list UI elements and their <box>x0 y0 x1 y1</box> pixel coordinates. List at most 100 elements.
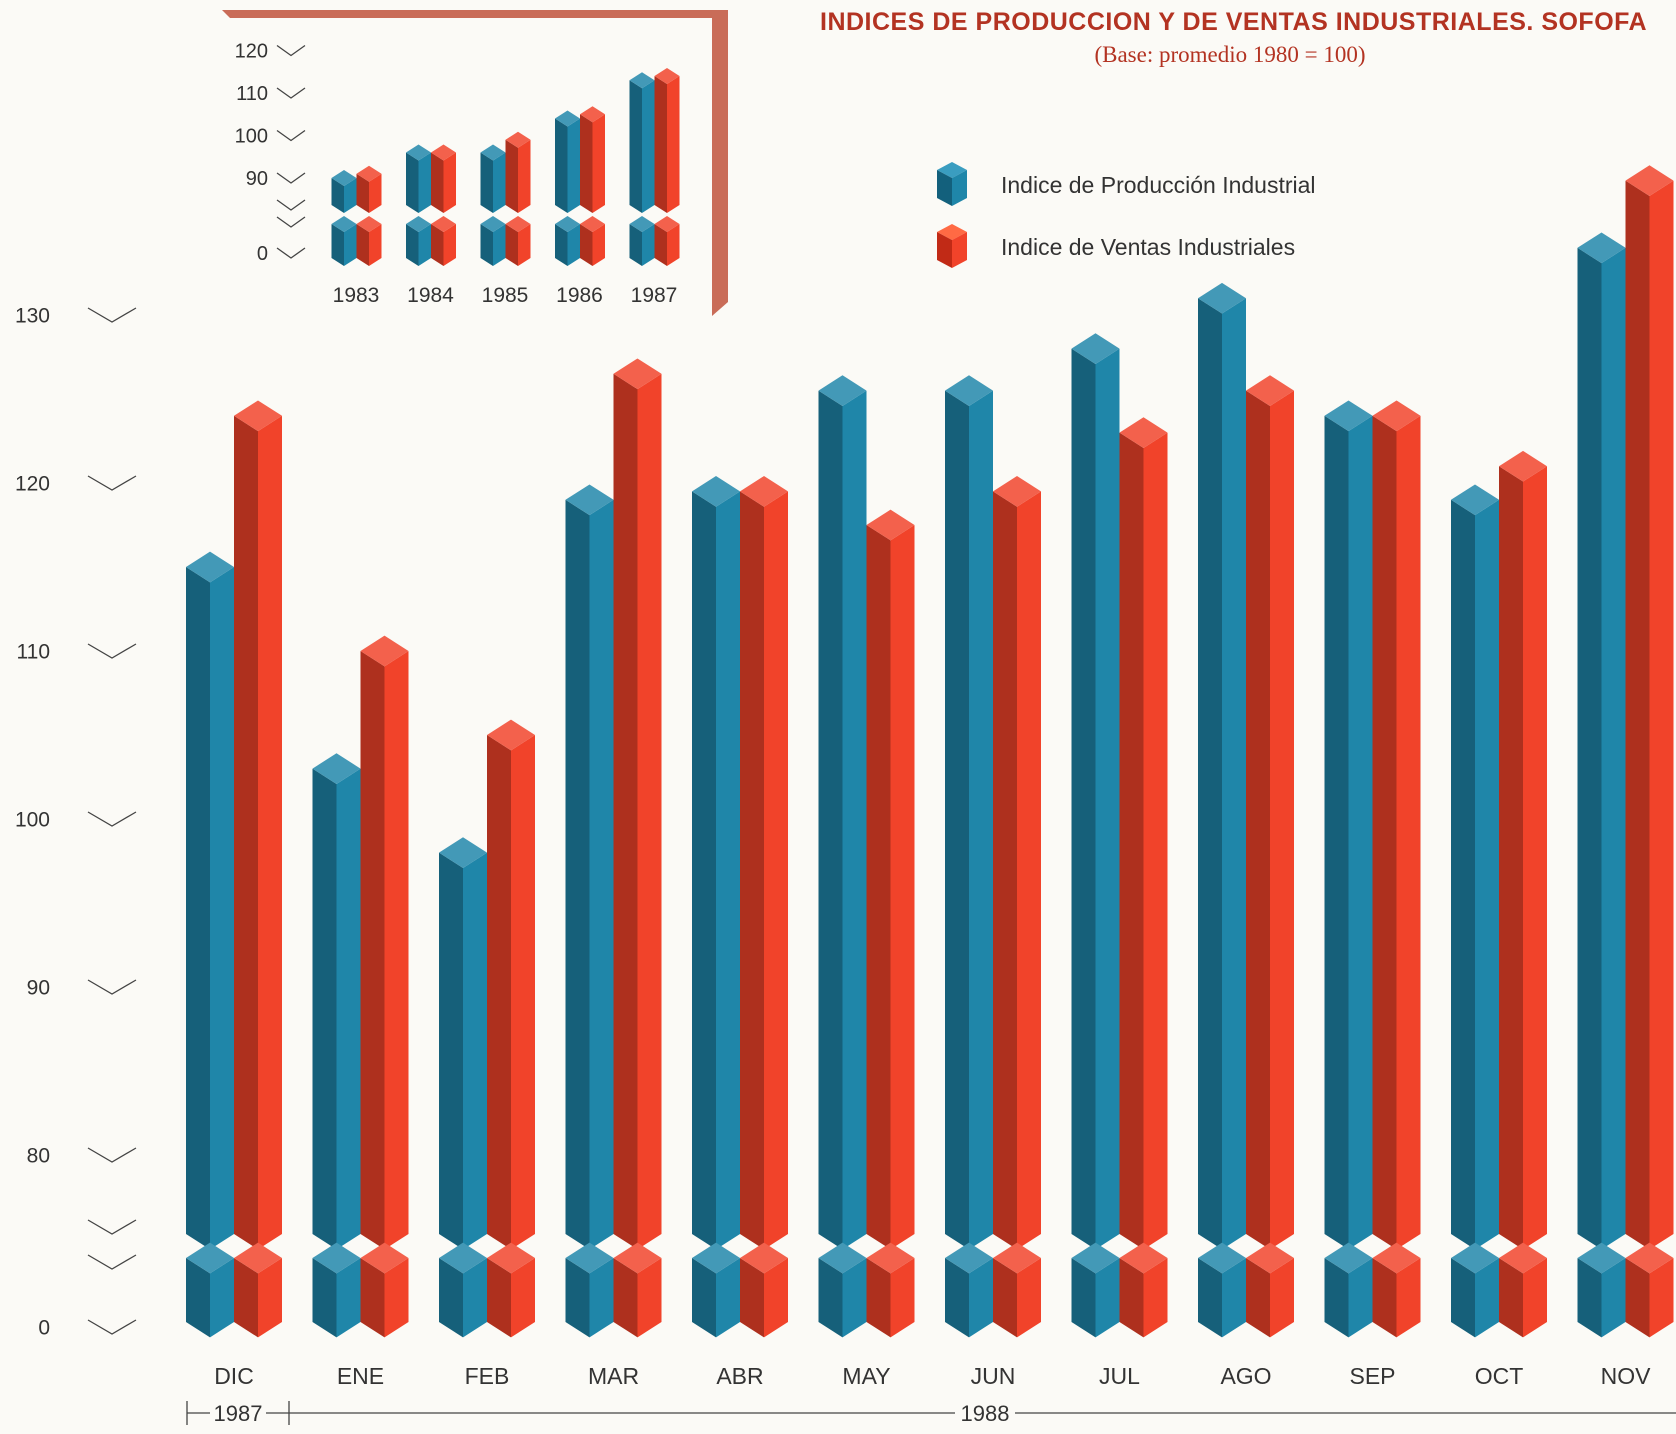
main-bar-production-ENE <box>313 753 361 1249</box>
main-x-tick-label: FEB <box>465 1363 510 1389</box>
inset-bar-production-1984 <box>406 145 431 214</box>
inset-bar-production-1987 <box>630 72 655 213</box>
inset-bar-sales-1984 <box>431 145 456 214</box>
main-y-tick-label: 100 <box>15 808 50 831</box>
inset-bar-sales-1986 <box>580 106 605 213</box>
main-x-tick-label: AGO <box>1220 1363 1271 1389</box>
inset-y-tick-label: 90 <box>246 168 268 190</box>
main-x-tick-label: SEP <box>1349 1363 1395 1389</box>
inset-frame-top <box>222 10 728 18</box>
inset-bar-stub-sales-1983 <box>357 216 382 266</box>
main-x-tick-label: JUL <box>1099 1363 1140 1389</box>
inset-y-tick-chevron <box>277 173 305 183</box>
main-x-tick-label: OCT <box>1475 1363 1524 1389</box>
inset-x-tick-label: 1984 <box>407 284 454 307</box>
inset-y-tick-chevron <box>277 131 305 141</box>
main-bar-production-JUN <box>945 375 993 1249</box>
main-y-tick-chevron <box>88 644 136 658</box>
main-bar-stub-production-JUL <box>1072 1243 1120 1338</box>
inset-bar-production-1983 <box>332 170 357 213</box>
main-bar-sales-ABR <box>740 476 788 1249</box>
main-bar-stub-production-ENE <box>313 1243 361 1338</box>
main-bar-sales-ENE <box>361 636 409 1250</box>
inset-bar-sales-1983 <box>357 166 382 213</box>
main-bar-stub-sales-NOV <box>1626 1243 1674 1338</box>
main-x-tick-label: NOV <box>1601 1363 1652 1389</box>
inset-y-tick-label: 120 <box>235 41 268 63</box>
inset-x-tick-label: 1985 <box>482 284 529 307</box>
main-y-tick-label: 80 <box>27 1144 50 1167</box>
inset-bar-stub-production-1986 <box>555 216 580 266</box>
main-bar-sales-OCT <box>1499 451 1547 1250</box>
main-y-tick-chevron <box>88 476 136 490</box>
main-axis-break-chevron <box>88 1255 136 1269</box>
inset-y-tick-label: 110 <box>236 83 268 105</box>
main-bar-sales-MAR <box>614 358 662 1249</box>
main-bar-production-MAY <box>819 375 867 1249</box>
main-y-tick-label: 120 <box>15 472 50 495</box>
inset-bar-stub-production-1985 <box>481 216 506 266</box>
main-bar-stub-production-MAR <box>566 1243 614 1338</box>
main-bar-stub-sales-JUL <box>1120 1243 1168 1338</box>
inset-bar-stub-sales-1984 <box>431 216 456 266</box>
main-bar-stub-production-SEP <box>1325 1243 1373 1338</box>
main-x-tick-label: MAR <box>588 1363 639 1389</box>
main-bar-stub-sales-MAY <box>867 1243 915 1338</box>
main-x-tick-label: DIC <box>214 1363 254 1389</box>
main-bar-stub-production-NOV <box>1578 1243 1626 1338</box>
inset-bar-stub-production-1983 <box>332 216 357 266</box>
main-bar-stub-sales-MAR <box>614 1243 662 1338</box>
inset-bar-stub-sales-1987 <box>655 216 680 266</box>
inset-x-tick-label: 1987 <box>631 284 678 307</box>
main-bar-stub-sales-OCT <box>1499 1243 1547 1338</box>
inset-bar-stub-production-1984 <box>406 216 431 266</box>
inset-axis-break-chevron <box>277 217 305 227</box>
main-bar-stub-sales-ABR <box>740 1243 788 1338</box>
inset-frame-right <box>712 10 728 316</box>
main-bar-production-MAR <box>566 484 614 1249</box>
inset-bar-sales-1985 <box>506 132 531 213</box>
period-label-1988: 1988 <box>961 1401 1010 1426</box>
inset-y-tick-chevron <box>277 88 305 98</box>
main-axis-break-chevron <box>88 1220 136 1234</box>
main-bar-stub-sales-SEP <box>1373 1243 1421 1338</box>
main-y-tick-chevron <box>88 1320 136 1334</box>
main-bar-production-AGO <box>1198 283 1246 1250</box>
inset-bar-production-1985 <box>481 145 506 214</box>
main-chart: 0 80 90 100 110 120 130 DIC ENE FEB MAR ABR MAY JUN JU… <box>15 165 1676 1426</box>
inset-bar-stub-production-1987 <box>630 216 655 266</box>
main-x-tick-label: ENE <box>337 1363 384 1389</box>
main-bar-sales-DIC <box>234 400 282 1249</box>
main-y-tick-label: 130 <box>15 304 50 327</box>
main-y-tick-chevron <box>88 812 136 826</box>
inset-bar-stub-sales-1986 <box>580 216 605 266</box>
main-bar-stub-sales-JUN <box>993 1243 1041 1338</box>
inset-bar-production-1986 <box>555 111 580 214</box>
main-bar-sales-NOV <box>1626 165 1674 1249</box>
main-bar-stub-production-AGO <box>1198 1243 1246 1338</box>
main-y-tick-chevron <box>88 980 136 994</box>
inset-y-tick-chevron <box>277 248 305 258</box>
main-bar-production-DIC <box>186 552 234 1250</box>
main-y-tick-label: 0 <box>38 1316 50 1339</box>
period-label-1987: 1987 <box>214 1401 263 1426</box>
main-bar-stub-production-MAY <box>819 1243 867 1338</box>
inset-axis-break-chevron <box>277 200 305 210</box>
main-y-tick-label: 90 <box>27 976 50 999</box>
inset-chart: 0901001101201983 1984 1985 1986 1987 <box>235 41 680 308</box>
main-y-tick-chevron <box>88 308 136 322</box>
main-bar-stub-sales-DIC <box>234 1243 282 1338</box>
main-x-tick-label: ABR <box>716 1363 763 1389</box>
main-bar-sales-SEP <box>1373 400 1421 1249</box>
main-bar-stub-production-JUN <box>945 1243 993 1338</box>
inset-x-tick-label: 1986 <box>556 284 603 307</box>
inset-y-tick-label: 0 <box>257 243 268 265</box>
main-bar-sales-FEB <box>487 720 535 1250</box>
main-x-tick-label: MAY <box>842 1363 890 1389</box>
main-bar-stub-production-OCT <box>1451 1243 1499 1338</box>
main-bar-sales-JUN <box>993 476 1041 1249</box>
inset-bar-stub-sales-1985 <box>506 216 531 266</box>
main-bar-sales-MAY <box>867 510 915 1250</box>
main-y-tick-label: 110 <box>17 640 50 663</box>
